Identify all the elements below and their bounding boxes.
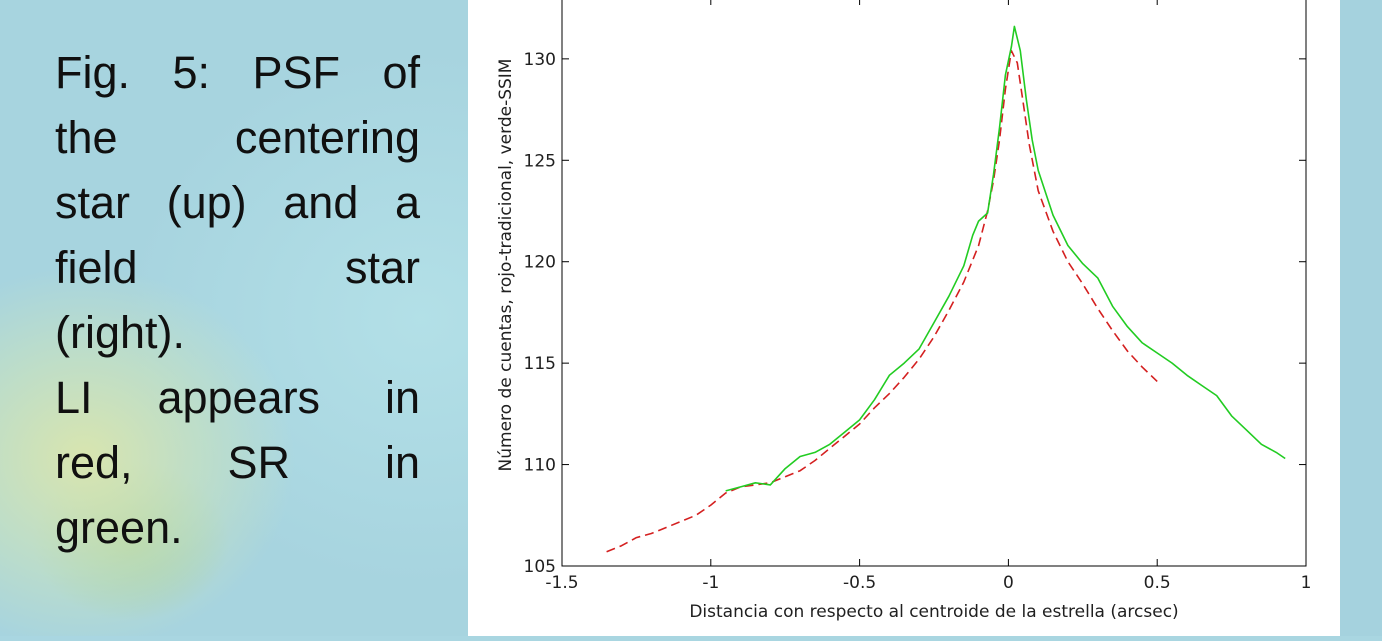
y-axis-label: Número de cuentas, rojo-tradicional, ver… [496,59,516,472]
x-tick-label: -1 [702,573,719,593]
series-line-red-dashed [606,49,1158,553]
figure-caption: Fig. 5: PSF of the centering star (up) a… [55,40,420,560]
y-tick-label: 125 [524,151,556,171]
y-tick-label: 120 [524,253,556,273]
chart-panel: -1.5 -1 -0.5 0 0.5 1 105 110 115 120 125 130 Distan… [468,0,1340,636]
axis-ticks: -1.5 -1 -0.5 0 0.5 1 105 110 115 120 125 130 [524,0,1312,593]
y-tick-label: 105 [524,557,556,577]
caption-line: field star [55,242,420,293]
x-tick-label: -0.5 [843,573,876,593]
caption-line: green. [55,502,183,553]
plot-area [561,0,1307,567]
caption-line: (right). [55,307,186,358]
caption-line: the centering [55,112,420,163]
caption-line: LI appears in [55,372,420,423]
caption-line: red, SR in [55,437,420,488]
x-tick-label: -1.5 [545,573,578,593]
x-tick-label: 1 [1301,573,1312,593]
x-tick-label: 0 [1003,573,1014,593]
caption-line: Fig. 5: PSF of [55,47,420,98]
y-tick-label: 130 [524,50,556,70]
y-tick-label: 115 [524,354,556,374]
x-axis-label: Distancia con respecto al centroide de l… [689,602,1178,622]
series-layer [606,25,1286,553]
left-panel-background [0,0,468,636]
x-tick-label: 0.5 [1144,573,1171,593]
caption-line: star (up) and a [55,177,420,228]
y-tick-label: 110 [524,456,556,476]
series-line-green-solid [725,25,1286,492]
right-edge-background [1340,0,1382,636]
psf-line-chart: -1.5 -1 -0.5 0 0.5 1 105 110 115 120 125 130 Distan… [496,0,1312,622]
